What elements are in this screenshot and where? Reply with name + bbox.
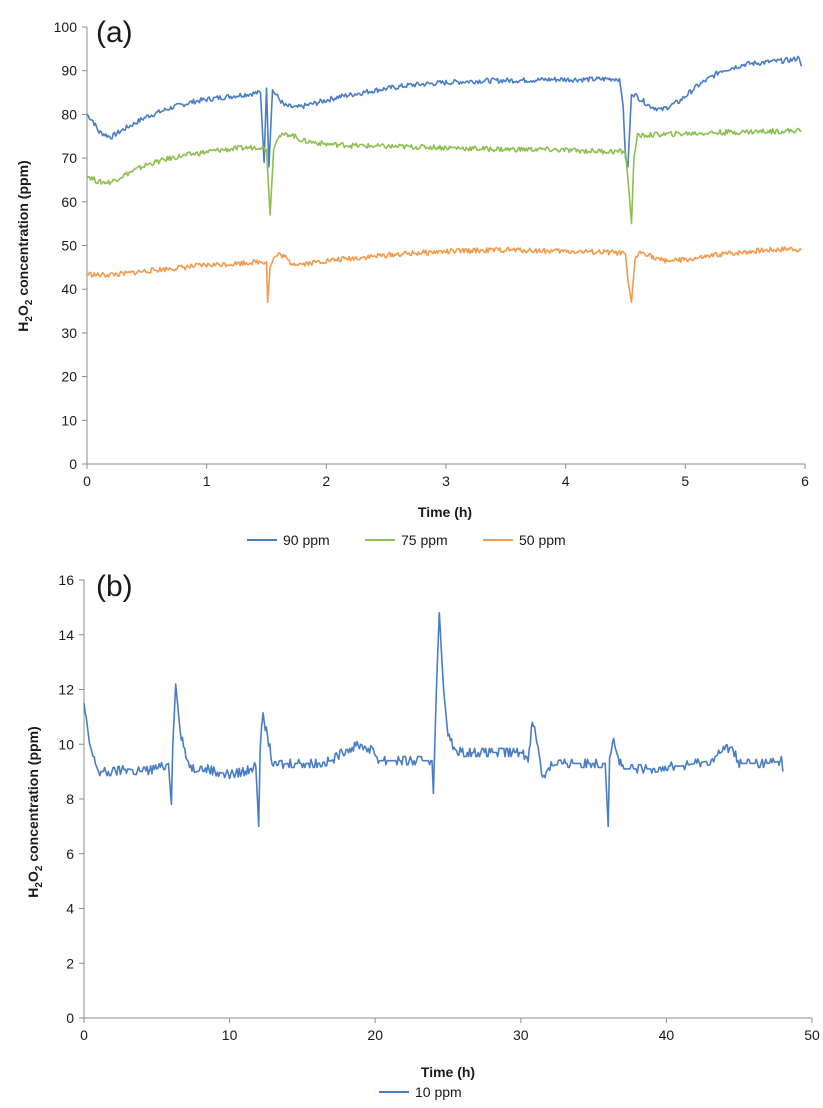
x-tick-label: 6	[801, 473, 809, 489]
y-tick-label: 12	[58, 682, 74, 698]
y-axis-label-a: H2O2 concentration (ppm)	[15, 160, 35, 331]
x-tick-label: 10	[222, 1027, 238, 1043]
y-tick-labels-b: 0 2 4 6 8 10 12 14 16	[58, 572, 84, 1026]
legend-label: 75 ppm	[401, 532, 448, 548]
x-tick-label: 2	[322, 473, 330, 489]
series-line	[86, 246, 802, 304]
y-tick-label: 10	[61, 412, 77, 428]
x-tick-labels-a: 0 1 2 3 4 5 6	[83, 464, 809, 489]
legend-b: 10 ppm	[379, 1084, 462, 1100]
y-tick-label: 80	[61, 106, 77, 122]
x-tick-label: 20	[367, 1027, 383, 1043]
chart-a: (a) 0 10 20 30 40 50 60 70 80 90 100 0 1 2 3 4 5 6 Time …	[15, 16, 809, 548]
x-tick-label: 50	[804, 1027, 820, 1043]
x-axis-label-b: Time (h)	[421, 1064, 475, 1080]
legend-label: 90 ppm	[283, 532, 330, 548]
legend-a: 90 ppm 75 ppm 50 ppm	[247, 532, 566, 548]
x-tick-label: 40	[659, 1027, 675, 1043]
series-line	[83, 611, 784, 828]
panel-label-a: (a)	[96, 16, 133, 49]
x-tick-labels-b: 0 10 20 30 40 50	[80, 1018, 820, 1043]
x-tick-label: 3	[442, 473, 450, 489]
y-tick-label: 0	[69, 456, 77, 472]
x-tick-label: 0	[83, 473, 91, 489]
y-tick-label: 40	[61, 281, 77, 297]
y-tick-label: 0	[66, 1010, 74, 1026]
y-tick-label: 90	[61, 63, 77, 79]
x-axis-label-a: Time (h)	[418, 504, 472, 520]
x-tick-label: 1	[203, 473, 211, 489]
series-lines-b	[83, 611, 784, 828]
x-tick-label: 4	[562, 473, 570, 489]
x-tick-label: 30	[513, 1027, 529, 1043]
y-tick-label: 16	[58, 572, 74, 588]
y-tick-label: 4	[66, 901, 74, 917]
y-tick-label: 8	[66, 791, 74, 807]
y-tick-label: 50	[61, 238, 77, 254]
y-tick-label: 20	[61, 369, 77, 385]
y-tick-label: 2	[66, 955, 74, 971]
y-tick-label: 60	[61, 194, 77, 210]
y-axis-label-b: H2O2 concentration (ppm)	[25, 726, 45, 897]
legend-label: 10 ppm	[415, 1084, 462, 1100]
x-tick-label: 0	[80, 1027, 88, 1043]
y-tick-label: 100	[54, 19, 78, 35]
y-tick-label: 6	[66, 846, 74, 862]
y-tick-labels-a: 0 10 20 30 40 50 60 70 80 90 100	[54, 19, 87, 472]
y-tick-label: 30	[61, 325, 77, 341]
legend-label: 50 ppm	[519, 532, 566, 548]
chart-b: (b) 0 2 4 6 8 10 12 14 16 0 10 20 30 40 50 Time (h) H…	[25, 570, 820, 1100]
panel-label-b: (b)	[96, 570, 133, 603]
series-line	[86, 127, 802, 225]
y-tick-label: 70	[61, 150, 77, 166]
series-line	[86, 55, 803, 168]
y-tick-label: 14	[58, 627, 74, 643]
y-tick-label: 10	[58, 736, 74, 752]
x-tick-label: 5	[681, 473, 689, 489]
series-lines-a	[86, 55, 803, 304]
